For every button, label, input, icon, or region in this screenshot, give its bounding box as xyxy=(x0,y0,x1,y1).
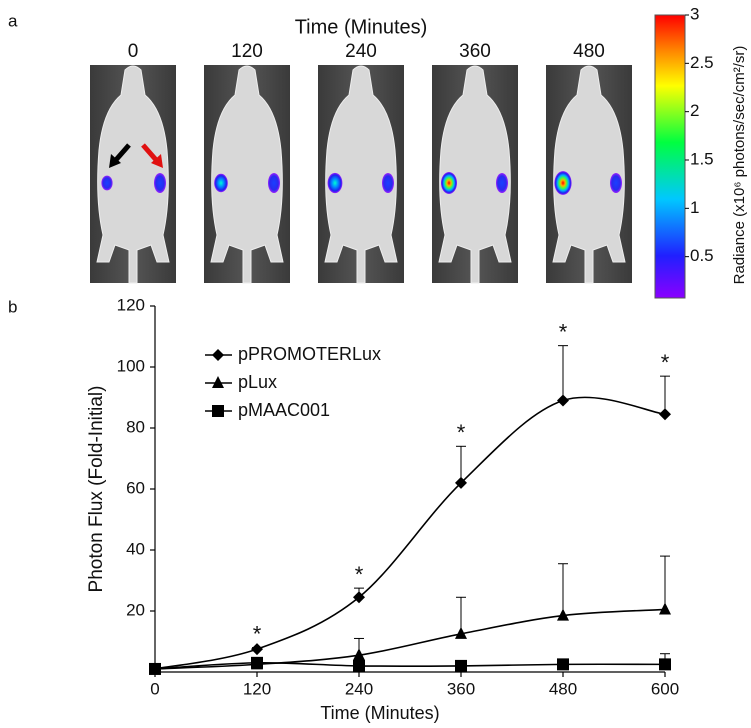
colorbar-tick-label: 2 xyxy=(690,101,699,120)
marker xyxy=(659,658,671,671)
colorbar-tick-label: 3 xyxy=(690,4,699,23)
legend-label: pMAAC001 xyxy=(238,400,330,420)
legend-marker xyxy=(212,376,224,388)
series-line xyxy=(154,608,666,670)
signal xyxy=(327,172,343,194)
panel-a: a Time (Minutes) xyxy=(8,11,427,38)
colorbar-tick-label: 1 xyxy=(690,198,699,217)
marker xyxy=(557,608,569,621)
y-tick-label: 80 xyxy=(126,417,145,436)
x-tick-label: 0 xyxy=(150,679,159,698)
significance-mark: * xyxy=(457,420,466,445)
panel-label: b xyxy=(8,297,17,316)
signal xyxy=(554,171,572,195)
colorbar-tick-label: 0.5 xyxy=(690,246,714,265)
legend-label: pLux xyxy=(238,372,277,392)
y-tick-label: 40 xyxy=(126,539,145,558)
frame-label: 0 xyxy=(128,41,139,62)
arrow xyxy=(141,143,159,163)
y-tick-label: 100 xyxy=(117,356,145,375)
x-tick-label: 480 xyxy=(549,679,577,698)
series-line xyxy=(154,661,666,670)
panel-title: Time (Minutes) xyxy=(295,16,428,38)
frame-label: 360 xyxy=(459,41,491,62)
x-tick-label: 240 xyxy=(345,679,373,698)
signal xyxy=(101,175,113,191)
y-tick-label: 20 xyxy=(126,600,145,619)
marker xyxy=(353,591,365,604)
signal xyxy=(268,173,280,193)
colorbar-label: Radiance (x10⁶ photons/sec/cm²/sr) xyxy=(731,46,748,285)
y-tick-label: 60 xyxy=(126,478,145,497)
mouse-body xyxy=(96,65,170,284)
x-tick-label: 120 xyxy=(243,679,271,698)
signal xyxy=(610,173,622,193)
marker xyxy=(557,394,569,407)
marker xyxy=(353,659,365,672)
marker xyxy=(251,643,263,656)
significance-mark: * xyxy=(355,562,364,587)
signal xyxy=(441,172,457,194)
mouse-body xyxy=(438,65,512,284)
legend-label: pPROMOTERLux xyxy=(238,344,381,364)
signal xyxy=(496,173,508,193)
signal xyxy=(382,173,394,193)
y-tick-label: 120 xyxy=(117,295,145,314)
marker xyxy=(455,659,467,672)
marker xyxy=(455,626,467,639)
marker xyxy=(149,662,161,675)
signal xyxy=(154,173,166,193)
marker xyxy=(251,656,263,669)
x-tick-label: 600 xyxy=(651,679,679,698)
y-axis-label: Photon Flux (Fold-Initial) xyxy=(86,386,107,593)
colorbar-tick-label: 1.5 xyxy=(690,149,714,168)
colorbar xyxy=(654,14,686,299)
mouse-body xyxy=(210,65,284,284)
significance-mark: * xyxy=(559,319,568,344)
legend-marker xyxy=(212,349,224,361)
x-tick-label: 360 xyxy=(447,679,475,698)
series-line xyxy=(154,396,666,670)
marker xyxy=(557,658,569,671)
legend-marker xyxy=(212,405,224,417)
significance-mark: * xyxy=(661,350,670,375)
marker xyxy=(455,476,467,489)
mouse-body xyxy=(552,65,626,284)
frame-label: 240 xyxy=(345,41,377,62)
arrow xyxy=(113,143,131,163)
frame-label: 480 xyxy=(573,41,605,62)
panel-label: a xyxy=(8,11,18,30)
x-axis-label: Time (Minutes) xyxy=(320,703,439,723)
marker xyxy=(659,408,671,421)
arrow-head xyxy=(109,154,121,168)
colorbar-tick-label: 2.5 xyxy=(690,53,714,72)
signal xyxy=(214,173,228,193)
marker xyxy=(353,648,365,661)
frame-label: 120 xyxy=(231,41,263,62)
mouse-body xyxy=(324,65,398,284)
significance-mark: * xyxy=(253,621,262,646)
arrow-head xyxy=(151,154,163,168)
marker xyxy=(659,602,671,615)
